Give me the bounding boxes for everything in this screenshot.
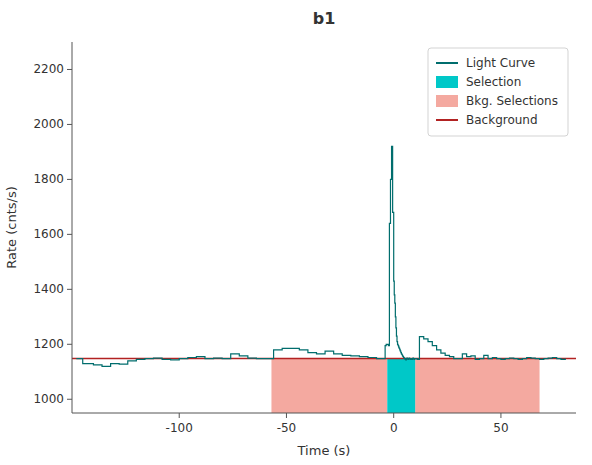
x-tick-label: -50 xyxy=(277,421,297,435)
y-tick xyxy=(67,289,72,290)
light-curve xyxy=(76,146,565,366)
legend-label: Light Curve xyxy=(466,56,535,70)
y-axis-label: Rate (cnts/s) xyxy=(4,186,19,269)
y-tick xyxy=(67,69,72,70)
title: b1 xyxy=(313,9,336,28)
x-tick xyxy=(393,413,394,418)
y-tick xyxy=(67,234,72,235)
selection-region xyxy=(387,359,415,413)
bkg-selection-region xyxy=(415,359,539,413)
axes: -100 -50 0 50 1000 1200 1400 1600 1800 2000 2200 xyxy=(33,42,576,435)
bkg-selection-region xyxy=(271,359,387,413)
y-tick xyxy=(67,344,72,345)
legend-label: Selection xyxy=(466,75,521,89)
y-tick-label: 2000 xyxy=(33,117,64,131)
y-tick-label: 1600 xyxy=(33,227,64,241)
legend-swatch xyxy=(436,119,458,121)
y-tick xyxy=(67,399,72,400)
plot-area xyxy=(72,146,576,413)
x-tick-label: 50 xyxy=(493,421,508,435)
x-tick xyxy=(286,413,287,418)
y-axis-line xyxy=(72,42,73,413)
y-tick-label: 1200 xyxy=(33,337,64,351)
x-tick xyxy=(500,413,501,418)
chart-svg: b1 -100 -50 0 50 1000 1200 1400 1600 1800 2000 2200… xyxy=(0,0,592,465)
legend-swatch xyxy=(436,62,458,64)
x-tick xyxy=(179,413,180,418)
legend: Light Curve Selection Bkg. Selections Backg… xyxy=(428,48,568,136)
y-tick-label: 1000 xyxy=(33,392,64,406)
chart-container: b1 -100 -50 0 50 1000 1200 1400 1600 1800 2000 2200… xyxy=(0,0,592,465)
x-axis-label: Time (s) xyxy=(297,443,351,458)
x-axis-line xyxy=(72,413,576,414)
legend-swatch xyxy=(436,76,458,88)
y-tick-label: 1400 xyxy=(33,282,64,296)
legend-swatch xyxy=(436,95,458,107)
legend-label: Bkg. Selections xyxy=(466,94,558,108)
x-tick-label: -100 xyxy=(166,421,193,435)
y-tick-label: 1800 xyxy=(33,172,64,186)
y-tick-label: 2200 xyxy=(33,62,64,76)
x-tick-label: 0 xyxy=(390,421,398,435)
y-tick xyxy=(67,124,72,125)
y-tick xyxy=(67,179,72,180)
legend-box xyxy=(428,48,568,136)
legend-label: Background xyxy=(466,113,538,127)
